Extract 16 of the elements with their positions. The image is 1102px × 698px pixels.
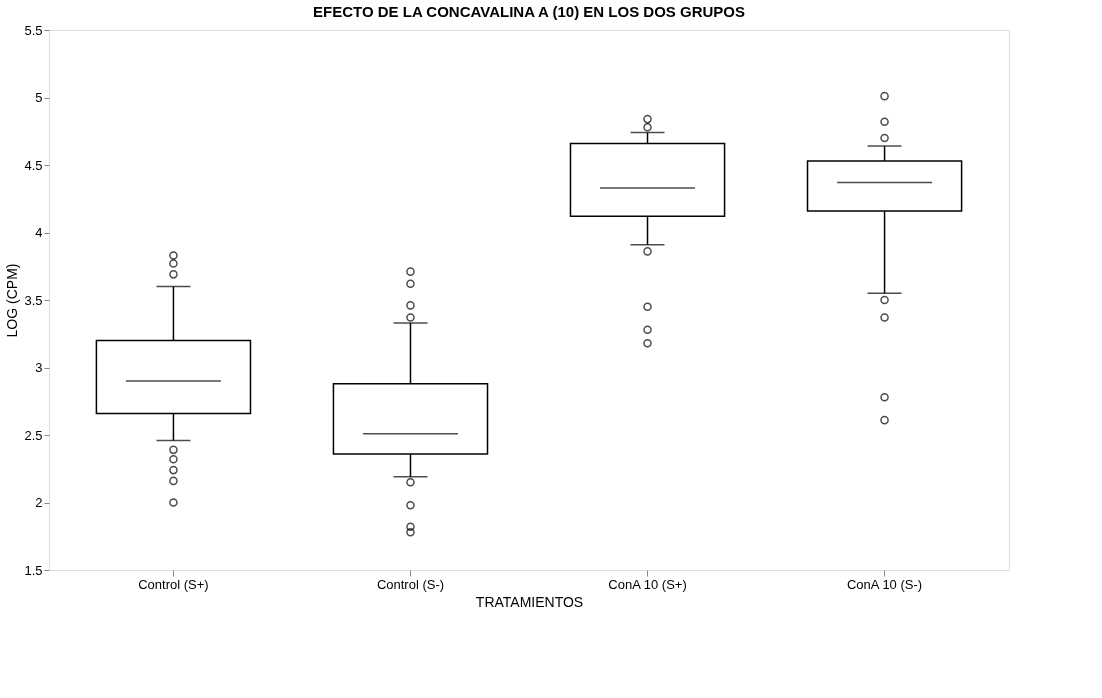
y-tick-label: 2.5 bbox=[24, 427, 43, 443]
y-tick-label: 4.5 bbox=[24, 157, 43, 173]
x-tick-label: ConA 10 (S-) bbox=[846, 576, 923, 592]
x-tick-label: Control (S+) bbox=[138, 576, 209, 592]
y-tick-label: 3 bbox=[35, 360, 43, 375]
y-tick-label: 5.5 bbox=[24, 22, 43, 38]
y-tick-label: 4 bbox=[35, 225, 43, 240]
y-tick-label: 3.5 bbox=[24, 292, 43, 308]
x-axis-title: TRATAMIENTOS bbox=[475, 593, 584, 610]
x-tick-label: ConA 10 (S+) bbox=[608, 576, 687, 592]
y-tick-label: 2 bbox=[35, 495, 43, 510]
y-tick-label: 1.5 bbox=[24, 562, 43, 578]
chart-title: EFECTO DE LA CONCAVALINA A (10) EN LOS DOS GRUPOS bbox=[313, 3, 745, 20]
y-axis-title: LOG (CPM) bbox=[4, 263, 21, 338]
x-tick-label: Control (S-) bbox=[376, 576, 445, 592]
y-tick-label: 5 bbox=[35, 90, 43, 105]
